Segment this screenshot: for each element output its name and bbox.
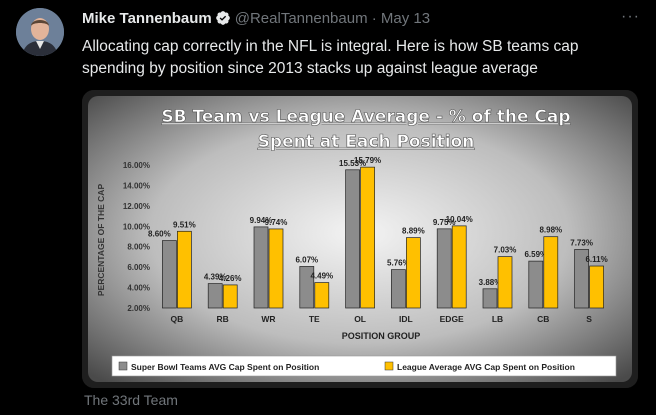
author-handle[interactable]: @RealTannenbaum <box>234 10 368 27</box>
bar-super-bowl-cb <box>528 260 544 309</box>
x-tick-label: WR <box>261 314 275 324</box>
data-label: 15.53% <box>339 159 366 168</box>
y-tick-label: 4.00% <box>127 284 150 293</box>
tweet-text-line: spending by position since 2013 stacks u… <box>82 60 538 77</box>
legend-swatch-super-bowl <box>118 361 128 371</box>
data-label: 15.79% <box>354 156 381 165</box>
x-tick-label: CB <box>537 314 549 324</box>
data-label: 9.75% <box>433 218 456 227</box>
bar-super-bowl-wr <box>253 226 269 309</box>
bar-league-rb <box>222 284 238 309</box>
data-label: 4.26% <box>219 274 242 283</box>
data-label: 3.88% <box>479 278 502 287</box>
data-label: 7.73% <box>570 238 593 247</box>
data-label: 8.89% <box>402 227 425 236</box>
plot-area: 2.00% 4.00% 6.00% 8.00% 10.00% 12.00% 14.00% 16… <box>123 156 608 324</box>
legend-label-league: League Average AVG Cap Spent on Position <box>397 362 575 372</box>
tweet-media-card[interactable]: SB Team vs League Average - % of the Cap… <box>82 90 638 388</box>
data-label: 9.51% <box>173 220 196 229</box>
bar-league-wr <box>268 228 284 309</box>
data-label: 6.11% <box>585 255 607 264</box>
data-label: 7.03% <box>494 246 517 255</box>
chart-title-line1: SB Team vs League Average - % of the Cap <box>161 107 570 127</box>
bar-super-bowl-qb <box>162 240 177 309</box>
x-tick-label: RB <box>217 314 229 324</box>
bar-super-bowl-ol <box>345 169 360 309</box>
y-tick-label: 8.00% <box>127 243 150 252</box>
data-label: 9.74% <box>265 218 288 227</box>
data-label: 9.94% <box>250 216 273 225</box>
bar-league-ol <box>360 166 375 309</box>
tweet-header: Mike Tannenbaum @RealTannenbaum · May 13 … <box>82 8 640 30</box>
more-options-icon[interactable]: ··· <box>621 8 640 25</box>
author-avatar[interactable] <box>16 8 64 56</box>
legend-label-super-bowl: Super Bowl Teams AVG Cap Spent on Positi… <box>131 362 319 372</box>
y-tick-label: 14.00% <box>123 181 150 190</box>
data-label: 10.04% <box>446 215 473 224</box>
bar-league-idl <box>406 237 421 309</box>
legend: Super Bowl Teams AVG Cap Spent on Positi… <box>111 355 617 377</box>
avatar-image <box>16 8 64 56</box>
bar-league-s <box>589 265 604 309</box>
data-label: 8.98% <box>539 226 562 235</box>
data-label: 4.49% <box>310 272 333 281</box>
y-tick-label: 6.00% <box>127 263 150 272</box>
x-tick-label: IDL <box>399 314 413 324</box>
x-tick-label: OL <box>354 314 366 324</box>
separator-dot: · <box>371 10 377 27</box>
tweet-date[interactable]: May 13 <box>380 10 431 27</box>
legend-box <box>111 355 617 377</box>
data-label: 4.39% <box>204 273 227 282</box>
chart-background <box>88 96 632 382</box>
bar-league-edge <box>451 225 467 309</box>
tweet-text-line: Allocating cap correctly in the NFL is i… <box>82 38 579 55</box>
bar-super-bowl-lb <box>482 288 498 309</box>
y-tick-label: 10.00% <box>123 222 150 231</box>
verified-badge-icon <box>215 10 231 30</box>
y-axis-label: PERCENTAGE OF THE CAP <box>96 184 106 297</box>
bar-super-bowl-idl <box>391 269 406 309</box>
chart-title-line2: Spent at Each Position <box>258 132 475 152</box>
legend-swatch-league <box>384 361 394 371</box>
y-tick-label: 16.00% <box>123 161 150 170</box>
x-tick-label: QB <box>171 314 184 324</box>
x-tick-label: LB <box>492 314 503 324</box>
data-label: 5.76% <box>387 259 410 268</box>
bar-league-te <box>314 282 330 309</box>
bar-super-bowl-rb <box>207 283 223 309</box>
bar-league-lb <box>497 256 513 309</box>
author-name[interactable]: Mike Tannenbaum <box>82 10 212 27</box>
y-tick-label: 12.00% <box>123 202 150 211</box>
data-label: 6.07% <box>295 255 318 264</box>
bar-super-bowl-te <box>299 266 315 309</box>
x-tick-label: TE <box>309 314 320 324</box>
card-source[interactable]: The 33rd Team <box>84 392 178 408</box>
data-label: 8.60% <box>148 230 171 239</box>
x-tick-label: S <box>586 314 592 324</box>
bar-chart: SB Team vs League Average - % of the Cap… <box>82 90 638 388</box>
bar-super-bowl-edge <box>436 228 452 309</box>
bar-super-bowl-s <box>574 249 589 309</box>
x-tick-label: EDGE <box>440 314 464 324</box>
bar-league-qb <box>177 230 192 309</box>
bar-league-cb <box>543 236 559 309</box>
tweet-text: Allocating cap correctly in the NFL is i… <box>82 36 642 80</box>
y-tick-label: 2.00% <box>127 304 150 313</box>
x-axis-label: POSITION GROUP <box>342 331 421 341</box>
data-label: 6.59% <box>524 250 547 259</box>
